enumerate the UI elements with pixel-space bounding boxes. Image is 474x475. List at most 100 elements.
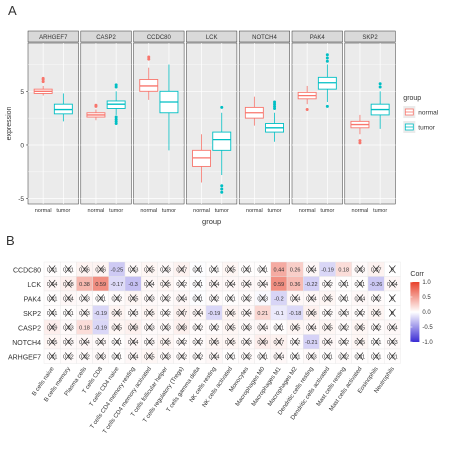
cross-mark (48, 279, 56, 288)
y-axis-title: expression (6, 106, 13, 140)
outlier-point (273, 100, 277, 104)
cross-mark (291, 294, 299, 303)
row-label: NOTCH4 (12, 340, 41, 347)
cross-mark (388, 279, 396, 288)
cross-mark (275, 352, 283, 361)
cell-label: 0.01 (95, 296, 106, 302)
cell-label: -0.3 (128, 282, 137, 288)
cell-label: 0.07 (274, 340, 285, 346)
cross-mark (275, 323, 283, 332)
cross-mark (307, 308, 315, 317)
cross-mark (356, 265, 364, 274)
cell-label: 0.04 (290, 296, 301, 302)
cell-label: 0.05 (144, 311, 155, 317)
cross-mark (194, 294, 202, 303)
cell-label: 0.01 (322, 354, 333, 360)
cross-mark (340, 308, 348, 317)
cell-label: 0.05 (322, 325, 333, 331)
cell-label: -0.19 (94, 325, 107, 331)
cell-label: 0.07 (371, 267, 382, 273)
cross-mark (64, 294, 72, 303)
facet-label: CCDC80 (147, 35, 172, 41)
cell-label: 0.04 (257, 325, 268, 331)
cell-label: 0.05 (144, 267, 155, 273)
y-tick-label: 5 (20, 89, 24, 96)
cell-label: 0.02 (338, 325, 349, 331)
cell-label: 0.09 (47, 325, 58, 331)
cross-mark (129, 308, 137, 317)
cross-mark (388, 337, 396, 346)
cross-mark (243, 352, 250, 361)
row-label: SKP2 (23, 311, 41, 318)
cross-mark (178, 294, 186, 303)
cell-label: 0.03 (63, 325, 74, 331)
colorbar-tick-label: 1.0 (422, 280, 431, 286)
cross-mark (356, 308, 364, 317)
cross-mark (178, 308, 186, 317)
outlier-point (325, 53, 329, 57)
cell-label: 0.01 (355, 354, 366, 360)
cell-label: 0.03 (95, 340, 106, 346)
cross-mark (113, 308, 121, 317)
box-tumor (212, 131, 232, 151)
legend-label: tumor (418, 125, 435, 132)
cell-label: 0.01 (338, 282, 349, 288)
cell-label: 0.02 (63, 354, 74, 360)
cell-label: 0.05 (225, 340, 236, 346)
cell-label: 0.05 (355, 340, 366, 346)
cell-label: 0.01 (257, 354, 268, 360)
cell-label: 0.04 (355, 296, 366, 302)
cell-label: 0.02 (209, 296, 220, 302)
cross-mark (259, 337, 267, 346)
outlier-point (114, 85, 118, 89)
cell-label: 0.05 (128, 296, 139, 302)
cross-mark (178, 337, 186, 346)
cross-mark (243, 279, 250, 288)
cell-label: 0.05 (290, 325, 301, 331)
cell-label: 0.01 (193, 267, 204, 273)
facet-label: SKP2 (362, 35, 378, 41)
cross-mark (243, 337, 250, 346)
cell-label: -0.2 (274, 296, 283, 302)
cell-label: 0.03 (63, 340, 74, 346)
panel-label-b: B (6, 233, 15, 248)
cell-label: 0.01 (371, 354, 382, 360)
cell-label: 0.04 (79, 340, 90, 346)
column-label: T cells CD4 naive (89, 366, 121, 408)
cross-mark (307, 323, 315, 332)
facet-label: CASP2 (96, 35, 116, 41)
cross-mark (291, 337, 299, 346)
row-label: LCK (27, 282, 41, 289)
facet-strip (186, 30, 238, 43)
x-tick-label: tumor (320, 208, 334, 214)
cell-label: 0.02 (338, 354, 349, 360)
cell-label: -0.19 (94, 311, 107, 317)
cross-mark (372, 323, 380, 332)
cell-label: 0.04 (257, 282, 268, 288)
cross-mark (145, 337, 153, 346)
cell-label: 0.03 (160, 354, 171, 360)
cross-mark (113, 337, 121, 346)
outlier-point (114, 117, 118, 121)
cross-mark (226, 308, 234, 317)
cross-mark (162, 294, 169, 303)
cross-mark (324, 352, 331, 361)
cross-mark (194, 265, 202, 274)
colorbar-tick-label: -0.5 (422, 325, 433, 331)
cell-label: 0.04 (241, 282, 252, 288)
cross-mark (162, 308, 169, 317)
facet-panel (291, 42, 343, 205)
cross-mark (81, 308, 88, 317)
cell-label: 0.02 (322, 282, 333, 288)
cross-mark (243, 308, 250, 317)
facet-label: ARHGEF7 (39, 35, 68, 41)
cell-label: 0.18 (79, 325, 90, 331)
cross-mark (113, 352, 121, 361)
cross-mark (372, 265, 380, 274)
outlier-point (358, 141, 362, 145)
outlier-point (273, 102, 277, 106)
cross-mark (64, 265, 72, 274)
cell-label: 0.04 (209, 354, 220, 360)
cross-mark (81, 352, 88, 361)
